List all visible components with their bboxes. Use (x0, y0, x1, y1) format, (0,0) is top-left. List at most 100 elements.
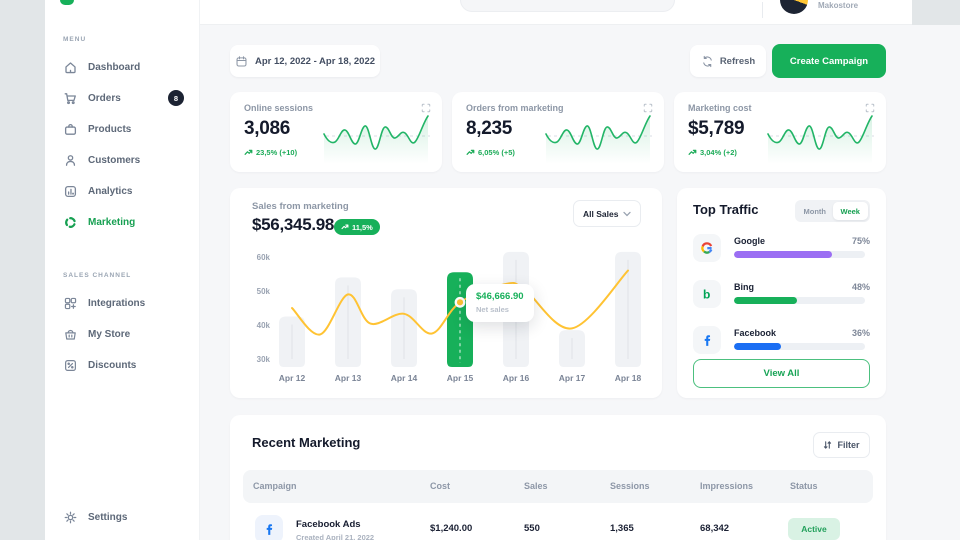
sales-filter-select[interactable]: All Sales (573, 200, 641, 227)
sidebar-item-settings[interactable]: Settings (45, 502, 200, 532)
expand-icon[interactable] (421, 103, 431, 113)
sales-filter-value: All Sales (583, 208, 619, 219)
traffic-progress-fill (734, 251, 833, 258)
svg-text:Apr 13: Apr 13 (335, 373, 362, 383)
sidebar-item-label: My Store (88, 328, 131, 340)
top-traffic-card: Top Traffic Month Week Google 75% b Bing 48%… (677, 188, 886, 398)
sales-trend-value: 11,5% (352, 222, 373, 232)
sidebar-item-integrations[interactable]: Integrations (45, 288, 200, 318)
topbar-divider (762, 2, 763, 18)
chevron-down-icon (623, 211, 631, 217)
column-header-cost: Cost (430, 481, 450, 491)
svg-text:Apr 14: Apr 14 (391, 373, 418, 383)
svg-text:60k: 60k (257, 253, 271, 262)
tooltip-label: Net sales (476, 305, 509, 314)
trend-up-icon (688, 148, 697, 157)
toggle-month[interactable]: Month (803, 206, 827, 216)
desktop-strip-left (0, 0, 45, 540)
facebook-icon (255, 515, 283, 540)
traffic-progress-fill (734, 343, 782, 350)
date-range-button[interactable]: Apr 12, 2022 - Apr 18, 2022 (230, 45, 380, 77)
cell-impressions: 68,342 (700, 523, 730, 534)
chart-tooltip: $46,666.90 Net sales (466, 284, 534, 322)
discount-icon (63, 358, 78, 373)
filter-button[interactable]: Filter (813, 432, 870, 458)
sales-from-marketing-card: Sales from marketing $56,345.98 11,5% Al… (230, 188, 662, 398)
store-name: Makostore (818, 1, 859, 10)
create-campaign-button[interactable]: Create Campaign (772, 44, 886, 78)
sidebar-item-label: Orders (88, 92, 121, 104)
traffic-period-toggle: Month Week (795, 200, 870, 222)
sidebar-item-label: Products (88, 123, 132, 135)
stat-sparkline-chart (766, 108, 878, 164)
google-icon (693, 234, 721, 262)
stat-card-online-sessions: Online sessions 3,086 23,5% (+10) (230, 92, 442, 172)
trend-up-icon (244, 148, 253, 157)
sidebar-item-orders[interactable]: Orders 8 (45, 83, 200, 113)
trend-up-icon (466, 148, 475, 157)
sidebar-item-my-store[interactable]: My Store (45, 319, 200, 349)
store-icon (63, 327, 78, 342)
top-traffic-title: Top Traffic (693, 202, 759, 217)
recent-marketing-title: Recent Marketing (252, 435, 361, 450)
cart-icon (63, 91, 78, 106)
svg-text:Apr 18: Apr 18 (615, 373, 642, 383)
sales-chart: 60k 50k 40k 30k Apr 12 Apr 13 Apr 14 Apr 15 Apr … (257, 251, 642, 383)
svg-text:Apr 16: Apr 16 (503, 373, 530, 383)
traffic-percent: 36% (851, 328, 870, 338)
user-icon (63, 153, 78, 168)
column-header-status: Status (790, 481, 818, 491)
stat-card-value: 3,086 (244, 118, 291, 139)
sidebar-item-label: Dashboard (88, 61, 141, 73)
tooltip-value: $46,666.90 (476, 291, 524, 302)
analytics-icon (63, 184, 78, 199)
table-header: Campaign Cost Sales Sessions Impressions Stat… (243, 470, 873, 503)
traffic-percent: 75% (851, 236, 870, 246)
sidebar-item-discounts[interactable]: Discounts (45, 350, 200, 380)
traffic-progress-track (734, 251, 865, 258)
sort-arrows-icon (823, 440, 832, 450)
sales-card-title: Sales from marketing (252, 201, 349, 212)
expand-icon[interactable] (865, 103, 875, 113)
refresh-button[interactable]: Refresh (690, 45, 766, 77)
integrations-icon (63, 296, 78, 311)
search-input[interactable] (460, 0, 675, 12)
sales-trend-badge: 11,5% (334, 219, 380, 235)
stat-sparkline-chart (322, 108, 434, 164)
traffic-progress-track (734, 297, 865, 304)
sidebar-item-products[interactable]: Products (45, 114, 200, 144)
sidebar-section-label: MENU (63, 36, 87, 43)
column-header-sessions: Sessions (610, 481, 650, 491)
toggle-week[interactable]: Week (832, 202, 868, 220)
traffic-source-name: Google (734, 236, 765, 246)
svg-text:40k: 40k (257, 321, 271, 330)
expand-icon[interactable] (643, 103, 653, 113)
avatar[interactable] (780, 0, 808, 14)
sales-card-value: $56,345.98 (252, 215, 335, 234)
stat-card-change: 23,5% (+10) (244, 148, 297, 157)
traffic-source-name: Bing (734, 282, 754, 292)
cell-cost: $1,240.00 (430, 523, 473, 534)
facebook-icon (693, 326, 721, 354)
sidebar-item-analytics[interactable]: Analytics (45, 176, 200, 206)
sidebar-item-customers[interactable]: Customers (45, 145, 200, 175)
trend-up-icon (341, 223, 349, 231)
desktop-strip-corner (912, 0, 960, 25)
stat-card-value: $5,789 (688, 118, 745, 139)
campaign-subtitle: Created April 21, 2022 (296, 533, 375, 540)
column-header-sales: Sales (524, 481, 548, 491)
sidebar-item-label: Discounts (88, 359, 137, 371)
svg-text:Apr 12: Apr 12 (279, 373, 306, 383)
gear-icon (63, 510, 78, 525)
column-header-campaign: Campaign (253, 481, 297, 491)
cell-sales: 550 (524, 523, 540, 534)
svg-text:50k: 50k (257, 287, 271, 296)
stat-card-value: 8,235 (466, 118, 513, 139)
view-all-button[interactable]: View All (693, 359, 870, 388)
stat-sparkline-chart (544, 108, 656, 164)
sidebar-item-dashboard[interactable]: Dashboard (45, 52, 200, 82)
create-campaign-label: Create Campaign (789, 55, 869, 67)
sidebar-item-marketing[interactable]: Marketing (45, 207, 200, 237)
sidebar-item-label: Analytics (88, 185, 133, 197)
